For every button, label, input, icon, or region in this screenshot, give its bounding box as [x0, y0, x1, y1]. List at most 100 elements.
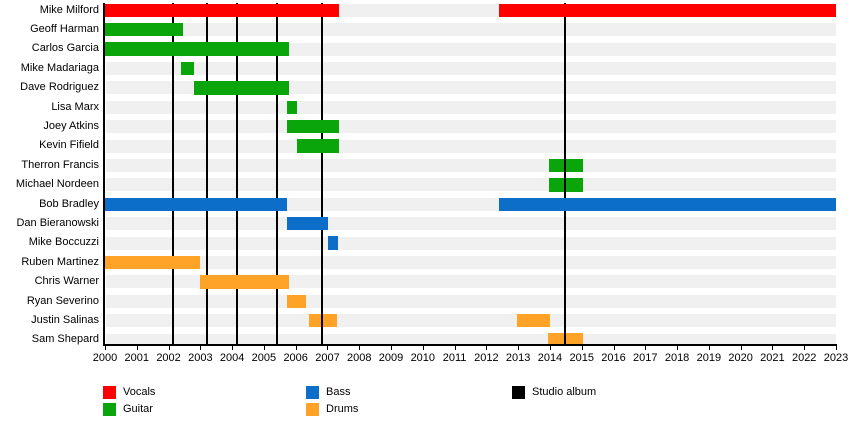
member-label: Kevin Fifield — [39, 139, 99, 152]
member-bar — [498, 197, 836, 211]
axis-tick-label: 2002 — [156, 352, 181, 364]
x-axis-line — [103, 344, 837, 346]
axis-tick — [740, 346, 742, 350]
member-label: Lisa Marx — [51, 100, 99, 113]
axis-tick-label: 2001 — [124, 352, 150, 364]
member-label: Joey Atkins — [43, 119, 99, 132]
row-stripe — [106, 178, 836, 192]
legend-label-drums: Drums — [326, 403, 359, 415]
axis-tick — [391, 346, 393, 350]
axis-tick-label: 2012 — [474, 352, 499, 364]
legend-swatch-guitar — [103, 403, 116, 416]
legend-swatch-bass — [306, 386, 319, 399]
member-bar — [105, 42, 289, 56]
member-bar — [105, 255, 201, 270]
member-label: Sam Shepard — [31, 333, 99, 346]
axis-tick-label: 2003 — [188, 352, 213, 364]
member-label: Chris Warner — [34, 275, 99, 288]
row-stripe — [106, 217, 836, 231]
axis-tick-label: 2004 — [219, 352, 245, 364]
axis-tick-label: 2017 — [633, 352, 658, 364]
member-bar — [105, 3, 339, 17]
axis-tick-label: 2022 — [791, 352, 817, 364]
axis-tick-label: 2021 — [760, 352, 785, 364]
axis-tick — [486, 346, 488, 350]
axis-tick — [136, 346, 138, 350]
studio-album-line — [275, 3, 278, 344]
member-bar — [328, 236, 338, 250]
member-bar — [193, 81, 289, 95]
member-bar — [498, 3, 836, 17]
member-bar — [287, 100, 298, 114]
member-label: Justin Salinas — [31, 313, 99, 326]
member-bar — [287, 119, 339, 134]
axis-tick-label: 2010 — [410, 352, 436, 364]
row-stripe — [106, 120, 836, 134]
member-label: Mike Boccuzzi — [28, 236, 99, 249]
axis-tick-label: 2005 — [251, 352, 277, 364]
member-label: Mike Milford — [39, 3, 99, 16]
axis-tick-label: 2020 — [728, 352, 753, 364]
axis-tick — [263, 346, 265, 350]
axis-tick — [232, 346, 234, 350]
plot-area — [105, 3, 836, 344]
axis-tick — [359, 346, 361, 350]
axis-tick-label: 2000 — [92, 352, 118, 364]
row-stripe — [106, 333, 836, 344]
row-stripe — [106, 139, 836, 153]
member-label: Therron Francis — [21, 158, 99, 171]
axis-tick-label: 2019 — [696, 352, 722, 364]
member-label: Bob Bradley — [39, 197, 99, 210]
axis-tick-label: 2009 — [378, 352, 404, 364]
axis-tick — [772, 346, 774, 350]
member-label: Ryan Severino — [26, 294, 99, 307]
axis-tick — [422, 346, 424, 350]
row-stripe — [106, 314, 836, 328]
axis-tick-label: 2015 — [569, 352, 594, 364]
legend-label-guitar: Guitar — [123, 403, 153, 415]
row-stripe — [106, 100, 836, 114]
axis-tick — [645, 346, 647, 350]
axis-tick — [105, 346, 106, 350]
axis-tick — [168, 346, 170, 350]
axis-tick — [708, 346, 710, 350]
row-stripe — [106, 236, 836, 250]
legend-label-studio-album: Studio album — [532, 386, 597, 398]
axis-tick — [549, 346, 551, 350]
member-label: Ruben Martinez — [21, 255, 99, 268]
axis-tick — [677, 346, 679, 350]
member-bar — [516, 313, 550, 328]
axis-tick-label: 2014 — [537, 352, 563, 364]
member-label: Carlos Garcia — [31, 42, 99, 55]
studio-album-line — [564, 3, 567, 344]
axis-tick — [613, 346, 615, 350]
axis-tick — [295, 346, 297, 350]
member-label: Dan Bieranowski — [16, 216, 99, 229]
member-bar — [180, 61, 194, 76]
axis-tick-label: 2013 — [505, 352, 531, 364]
member-label: Geoff Harman — [30, 22, 99, 35]
axis-tick-label: 2007 — [315, 352, 340, 364]
axis-tick-label: 2006 — [283, 352, 308, 364]
studio-album-line — [171, 3, 174, 344]
axis-tick — [518, 346, 520, 350]
axis-tick — [581, 346, 583, 350]
row-stripe — [106, 158, 836, 172]
legend-label-bass: Bass — [326, 386, 351, 398]
legend-swatch-studio-album — [512, 386, 525, 399]
axis-tick-label: 2011 — [442, 352, 467, 364]
row-stripe — [106, 255, 836, 269]
row-stripe — [106, 294, 836, 308]
member-bar — [105, 197, 288, 211]
axis-tick — [454, 346, 456, 350]
member-bar — [287, 216, 329, 231]
legend-swatch-drums — [306, 403, 319, 416]
axis-tick-label: 2008 — [347, 352, 372, 364]
row-stripe — [106, 23, 836, 37]
member-bar — [105, 22, 183, 37]
axis-tick — [836, 346, 837, 350]
axis-tick — [327, 346, 329, 350]
row-stripe — [106, 61, 836, 75]
y-axis-line — [103, 3, 105, 346]
